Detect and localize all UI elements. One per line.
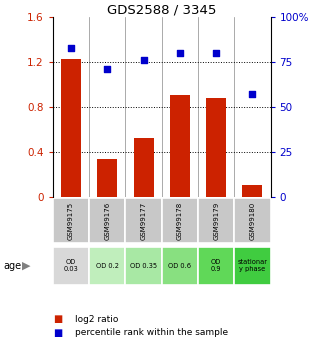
- Point: [141, 58, 146, 63]
- Text: OD 0.2: OD 0.2: [96, 263, 119, 269]
- Text: GSM99178: GSM99178: [177, 202, 183, 240]
- Bar: [162, 247, 198, 285]
- Bar: [89, 247, 125, 285]
- Text: ▶: ▶: [22, 261, 31, 270]
- Text: OD
0.03: OD 0.03: [64, 259, 78, 272]
- Bar: [125, 198, 162, 243]
- Bar: [97, 159, 117, 197]
- Bar: [198, 198, 234, 243]
- Text: log2 ratio: log2 ratio: [75, 315, 118, 324]
- Text: GSM99175: GSM99175: [68, 202, 74, 240]
- Bar: [125, 247, 162, 285]
- Point: [68, 45, 73, 50]
- Point: [250, 92, 255, 97]
- Text: OD 0.6: OD 0.6: [168, 263, 191, 269]
- Text: stationar
y phase: stationar y phase: [237, 259, 267, 272]
- Bar: [243, 186, 262, 197]
- Text: OD
0.9: OD 0.9: [211, 259, 221, 272]
- Text: GSM99179: GSM99179: [213, 202, 219, 240]
- Bar: [53, 198, 89, 243]
- Text: ■: ■: [53, 314, 62, 324]
- Bar: [53, 247, 89, 285]
- Point: [214, 50, 219, 56]
- Text: OD 0.35: OD 0.35: [130, 263, 157, 269]
- Bar: [61, 59, 81, 197]
- Text: GSM99176: GSM99176: [104, 202, 110, 240]
- Bar: [206, 98, 226, 197]
- Text: percentile rank within the sample: percentile rank within the sample: [75, 328, 228, 337]
- Text: ■: ■: [53, 328, 62, 338]
- Bar: [170, 95, 190, 197]
- Bar: [234, 247, 271, 285]
- Bar: [234, 198, 271, 243]
- Bar: [89, 198, 125, 243]
- Text: GSM99180: GSM99180: [249, 202, 255, 240]
- Bar: [162, 198, 198, 243]
- Bar: [134, 138, 154, 197]
- Text: GSM99177: GSM99177: [141, 202, 146, 240]
- Point: [105, 67, 110, 72]
- Title: GDS2588 / 3345: GDS2588 / 3345: [107, 3, 216, 16]
- Bar: [198, 247, 234, 285]
- Text: age: age: [3, 261, 21, 270]
- Point: [177, 50, 182, 56]
